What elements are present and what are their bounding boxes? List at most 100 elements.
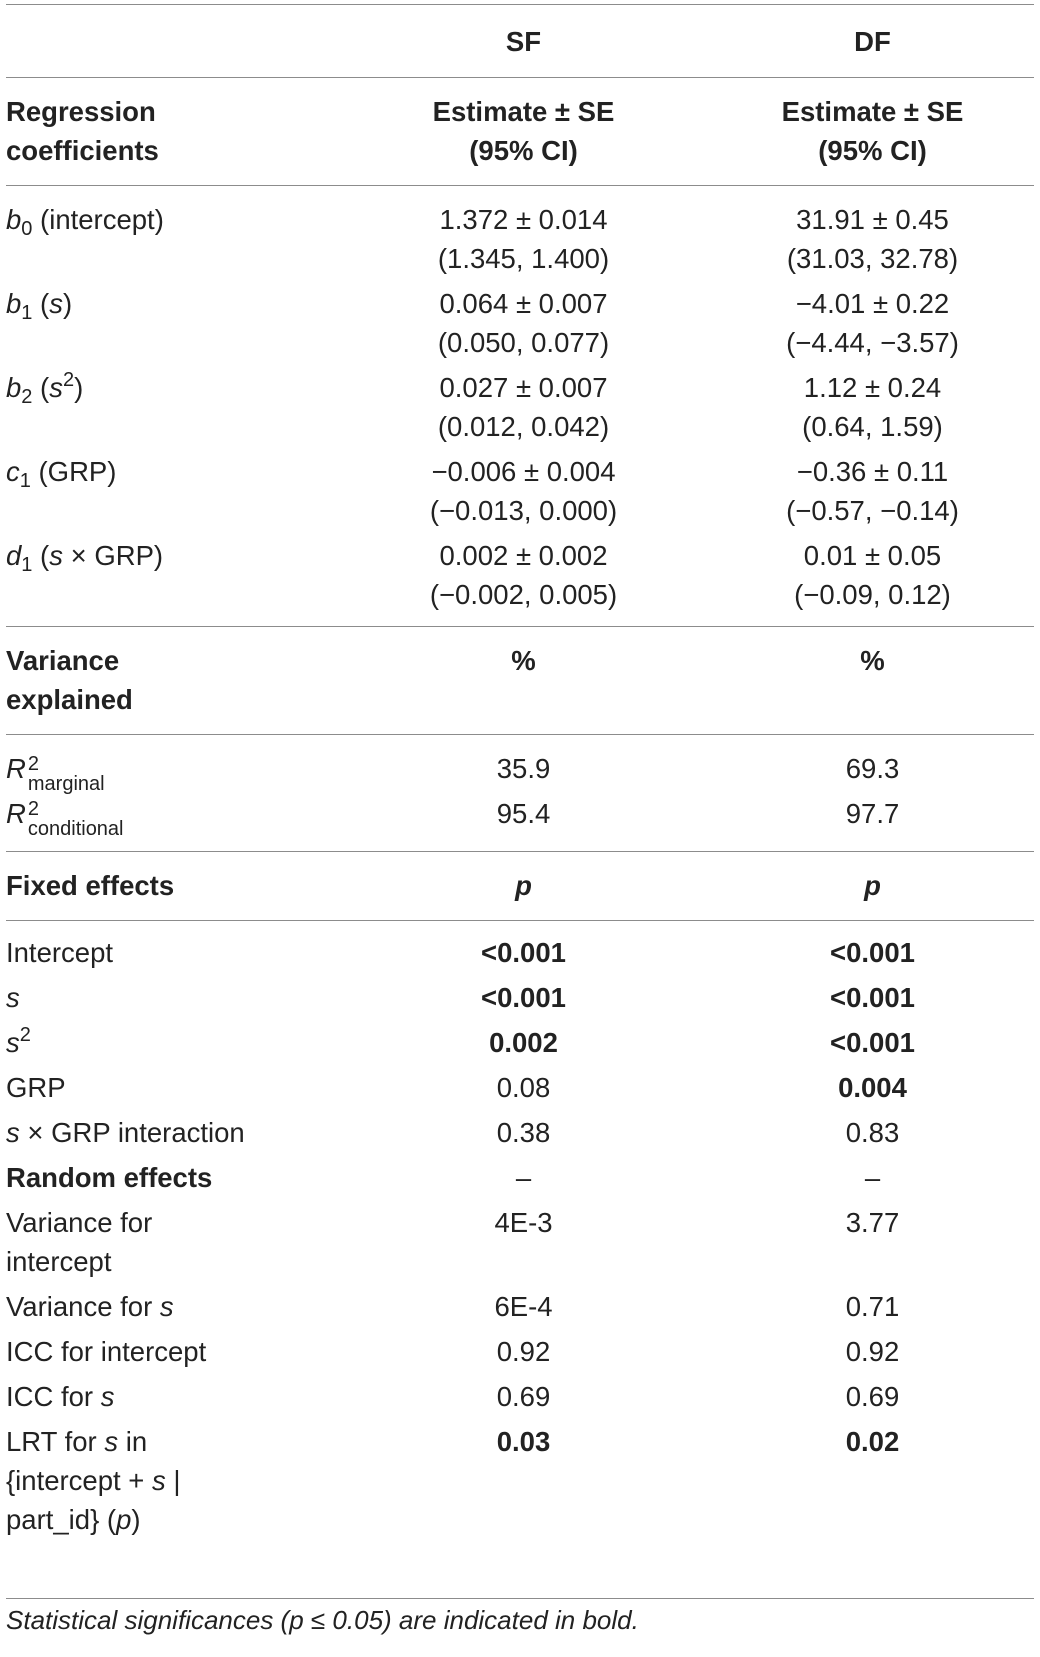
coef-description: (: [32, 372, 50, 403]
label-text: part_id} (: [6, 1504, 117, 1535]
row-label: LRT for s in {intercept + s | part_id} (…: [6, 1422, 336, 1545]
row-label: ICC for intercept: [6, 1336, 207, 1367]
empty-header-cell: [6, 6, 336, 78]
df-value: 0.71: [845, 1291, 900, 1322]
df-value: 0.92: [845, 1336, 900, 1367]
icc-intercept-row: ICC for intercept 0.92 0.92: [6, 1332, 1034, 1377]
coefficient-row-b1: b1 (s) 0.064 ± 0.007 (0.050, 0.077) −4.01…: [6, 278, 1034, 362]
coef-variable: s: [49, 288, 63, 319]
r2-symbol: R: [6, 798, 26, 829]
estimate-value: 0.064 ± 0.007: [439, 288, 608, 319]
df-value: 97.7: [711, 794, 1034, 852]
estimate-value: 0.01 ± 0.05: [803, 540, 942, 571]
lrt-row: LRT for s in {intercept + s | part_id} (…: [6, 1422, 1034, 1545]
coefficient-label: b1 (s): [6, 278, 336, 362]
label-text: ): [131, 1504, 141, 1535]
icc-s-row: ICC for s 0.69 0.69: [6, 1377, 1034, 1422]
random-effects-row: Random effects – –: [6, 1158, 1034, 1203]
sf-value: 0.69: [496, 1381, 551, 1412]
coef-description: (: [32, 540, 50, 571]
ci-value: (0.012, 0.042): [437, 411, 610, 442]
coef-subscript: 2: [21, 386, 33, 408]
footnote-text: Statistical significances (: [6, 1605, 290, 1635]
df-value: 0.02: [845, 1426, 900, 1457]
heading-line: coefficients: [6, 135, 159, 166]
label-text: |: [165, 1465, 181, 1496]
label-text: Variance for: [6, 1291, 160, 1322]
coef-symbol: b: [6, 372, 22, 403]
sf-estimate-cell: 0.064 ± 0.007 (0.050, 0.077): [336, 278, 711, 362]
r2-marginal-row: R 2 marginal 35.9 69.3: [6, 735, 1034, 795]
coef-superscript: 2: [62, 369, 75, 391]
estimate-value: −4.01 ± 0.22: [795, 288, 950, 319]
fixed-intercept-row: Intercept <0.001 <0.001: [6, 921, 1034, 979]
estimate-value: 1.372 ± 0.014: [439, 204, 608, 235]
coefficient-label: d1 (s × GRP): [6, 530, 336, 627]
variable: p: [116, 1504, 132, 1535]
coef-variable: s: [49, 372, 63, 403]
estimate-value: 31.91 ± 0.45: [796, 204, 949, 235]
heading-line: Variance: [6, 645, 120, 676]
df-p-header: p: [711, 851, 1034, 921]
coef-subscript: 1: [21, 302, 33, 324]
df-p-value: <0.001: [830, 1027, 915, 1058]
df-unit-header: %: [711, 626, 1034, 735]
label-text: × GRP interaction: [19, 1117, 245, 1148]
row-label: GRP: [6, 1072, 66, 1103]
top-rule: [6, 4, 1034, 5]
estimate-value: 1.12 ± 0.24: [803, 372, 942, 403]
fixed-sxgrp-row: s × GRP interaction 0.38 0.83: [6, 1113, 1034, 1158]
r2-marginal-label: R 2 marginal: [6, 735, 336, 795]
regression-header-row: Regression coefficients Estimate ± SE (9…: [6, 77, 1034, 186]
sf-value: 95.4: [336, 794, 711, 852]
sf-value: 0.92: [496, 1336, 551, 1367]
variable: s: [159, 1291, 174, 1322]
df-p-value: 0.83: [845, 1117, 900, 1148]
label-text: {intercept +: [6, 1465, 152, 1496]
fixed-effects-heading: Fixed effects: [6, 851, 336, 921]
coef-description: (intercept): [32, 204, 164, 235]
variance-explained-heading: Variance explained: [6, 626, 336, 735]
footnote-text: ≤ 0.05) are indicated in bold.: [303, 1605, 639, 1635]
variance-intercept-row: Variance for intercept 4E-3 3.77: [6, 1203, 1034, 1287]
ci-value: (31.03, 32.78): [786, 243, 959, 274]
fixed-effects-header-row: Fixed effects p p: [6, 851, 1034, 921]
df-p-value: <0.001: [830, 937, 915, 968]
coef-description: × GRP): [62, 540, 164, 571]
coef-symbol: b: [6, 204, 22, 235]
r2-superscript: 2: [27, 798, 39, 820]
row-label: Variance for s: [6, 1287, 336, 1332]
ci-value: (0.64, 1.59): [802, 411, 943, 442]
variable: s: [6, 1027, 20, 1058]
heading-line: Regression: [6, 96, 156, 127]
sf-value: 6E-4: [494, 1291, 553, 1322]
superscript: 2: [19, 1024, 31, 1046]
sf-value: 35.9: [496, 753, 551, 784]
coefficient-row-d1: d1 (s × GRP) 0.002 ± 0.002 (−0.002, 0.005…: [6, 530, 1034, 627]
random-effects-heading: Random effects: [6, 1162, 213, 1193]
sf-p-value: <0.001: [481, 982, 566, 1013]
label-text: ICC for: [6, 1381, 101, 1412]
ci-label: (95% CI): [818, 135, 927, 166]
footnote-variable: p: [289, 1605, 304, 1635]
row-label: Variance for intercept: [6, 1203, 336, 1287]
estimate-label: Estimate ± SE: [781, 96, 964, 127]
coef-variable: s: [49, 540, 63, 571]
estimate-label: Estimate ± SE: [432, 96, 615, 127]
ci-value: (−0.57, −0.14): [786, 495, 959, 526]
label-text: LRT for: [6, 1426, 105, 1457]
r2-conditional-row: R 2 conditional 95.4 97.7: [6, 794, 1034, 852]
fixed-s-row: s <0.001 <0.001: [6, 978, 1034, 1023]
coef-subscript: 1: [19, 470, 31, 492]
df-value: 3.77: [845, 1207, 900, 1238]
r2-subscript: marginal: [27, 773, 105, 795]
df-estimate-cell: 0.01 ± 0.05 (−0.09, 0.12): [711, 530, 1034, 627]
variance-s-row: Variance for s 6E-4 0.71: [6, 1287, 1034, 1332]
sf-value: 4E-3: [494, 1207, 553, 1238]
coefficient-label: b0 (intercept): [6, 186, 336, 279]
ci-label: (95% CI): [469, 135, 578, 166]
coef-description: ): [74, 372, 84, 403]
row-label: ICC for s: [6, 1377, 336, 1422]
sf-p-value: 0.002: [489, 1027, 558, 1058]
